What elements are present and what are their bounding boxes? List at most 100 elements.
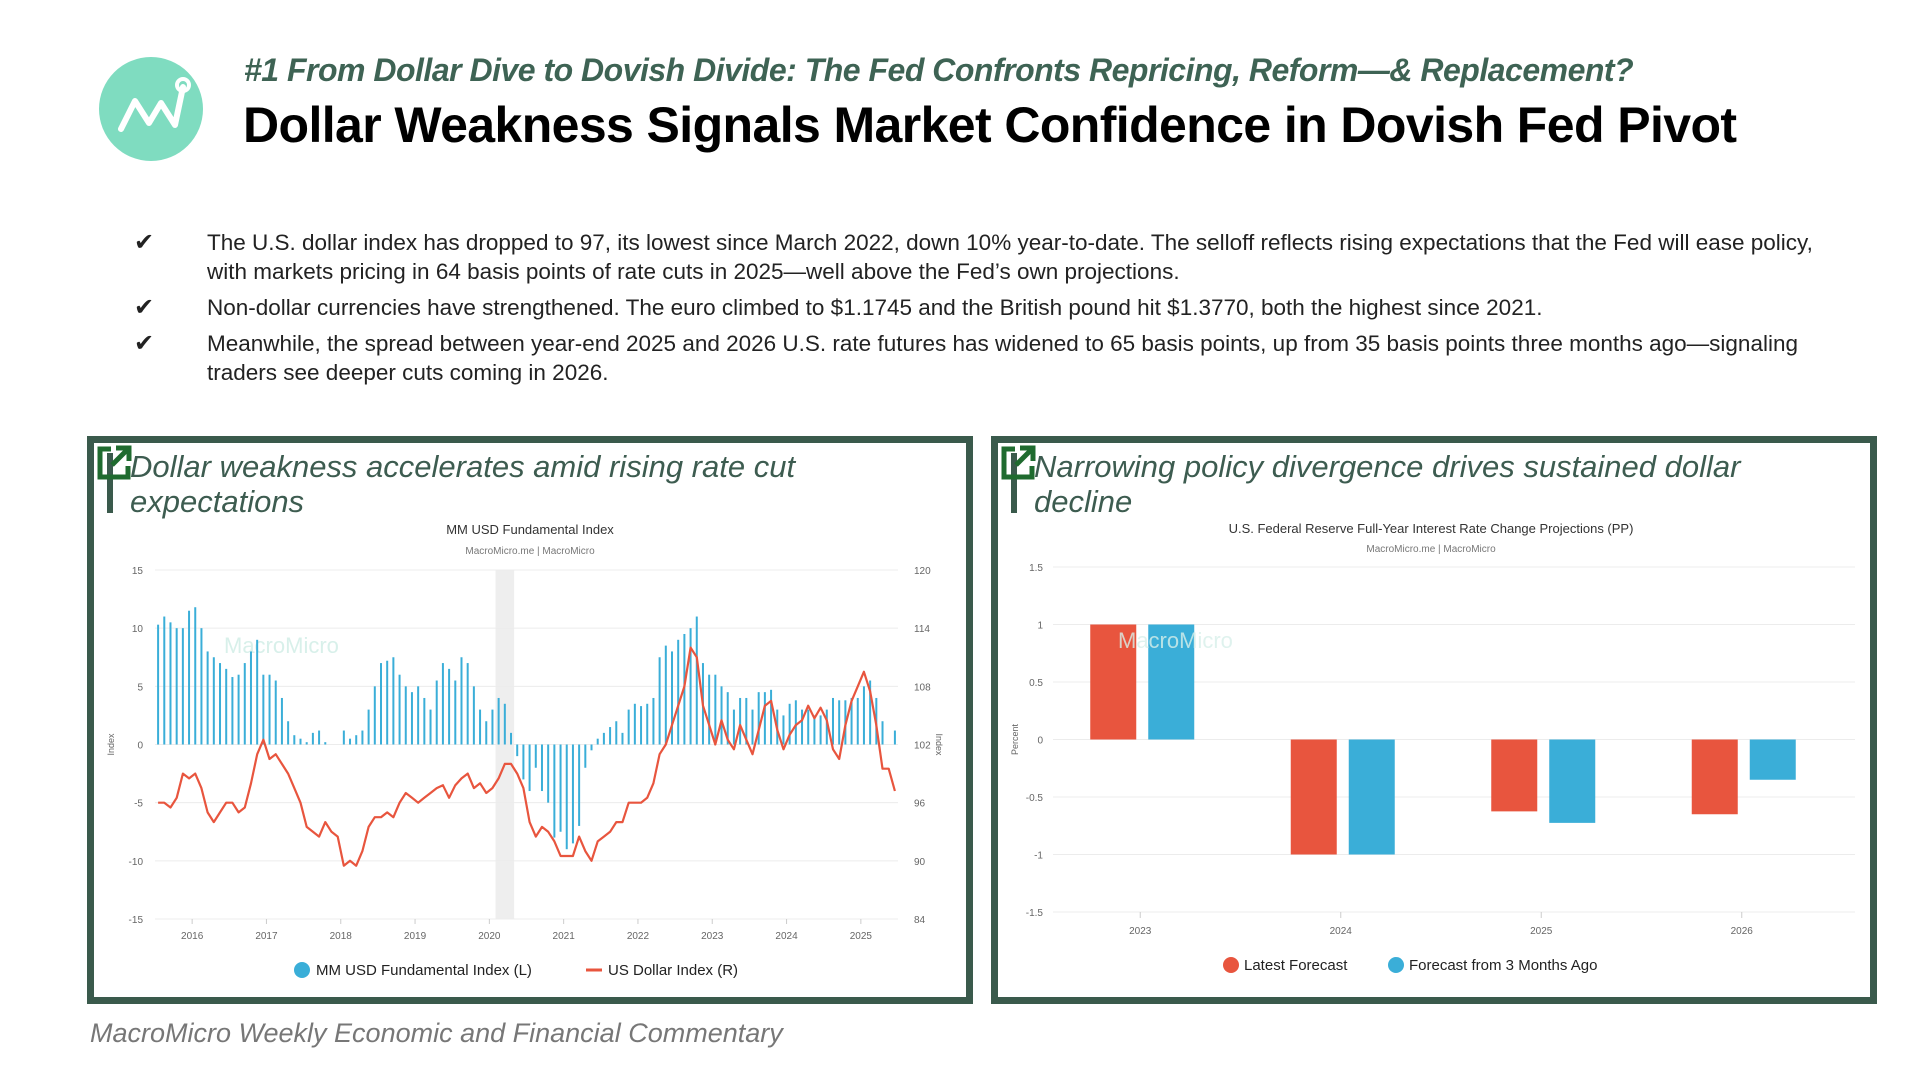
bar [788, 703, 791, 745]
title-accent-bar [107, 453, 113, 513]
x-tick-label: 2018 [330, 931, 353, 942]
bar [850, 697, 853, 745]
bar [571, 744, 574, 844]
y-tick-left: -10 [129, 857, 144, 868]
bar [157, 624, 160, 745]
bar [212, 657, 215, 745]
bar [448, 668, 451, 745]
bar [708, 674, 711, 745]
usd-fundamental-chart: MM USD Fundamental Index MacroMicro.me | … [106, 522, 944, 979]
bar [596, 738, 599, 745]
bar [801, 709, 804, 745]
bar [497, 697, 500, 745]
bar [838, 700, 841, 745]
bullet-item: ✔ Non-dollar currencies have strengthened… [134, 294, 1543, 321]
bar [652, 697, 655, 745]
bar [417, 686, 420, 745]
bullet-item: ✔ The U.S. dollar index has dropped to 97… [134, 229, 1813, 284]
bar [893, 730, 896, 745]
bar [472, 686, 475, 745]
report-subtitle: #1 From Dollar Dive to Dovish Divide: Th… [244, 52, 1634, 88]
panel-title: Dollar weakness accelerates amid rising … [130, 449, 796, 519]
y-tick-right: 114 [914, 624, 930, 635]
bar [280, 697, 283, 745]
bar [503, 703, 506, 745]
bar [219, 663, 222, 745]
bar [825, 709, 828, 745]
bar [479, 709, 482, 745]
external-link-icon[interactable] [998, 443, 1038, 483]
bar [274, 680, 277, 745]
bar [819, 715, 822, 745]
chart-panel-fed-projections: U.S. Federal Reserve Full-Year Interest … [991, 436, 1877, 1004]
x-tick-label: 2025 [850, 931, 873, 942]
bar [398, 674, 401, 745]
panel-title: Narrowing policy divergence drives susta… [1034, 449, 1741, 519]
bar [163, 616, 166, 745]
bar [751, 709, 754, 745]
bar [410, 692, 413, 745]
bar [435, 680, 438, 745]
bar [621, 732, 624, 745]
bar [181, 628, 184, 745]
bar [664, 645, 667, 745]
bar [379, 663, 382, 745]
x-tick-label: 2025 [1530, 926, 1553, 937]
bar [324, 742, 327, 745]
checkmark-icon: ✔ [134, 330, 155, 357]
bar [299, 738, 302, 745]
chart-title: U.S. Federal Reserve Full-Year Interest … [1229, 521, 1634, 536]
bar [249, 651, 252, 745]
bar [732, 709, 735, 745]
x-tick-label: 2024 [1330, 926, 1353, 937]
bullet-item: ✔ Meanwhile, the spread between year-end … [134, 330, 1798, 385]
bar [590, 744, 593, 751]
bar [268, 674, 271, 745]
bar [386, 660, 389, 745]
bar [671, 651, 674, 745]
bar [169, 622, 172, 745]
y-tick-right: 108 [914, 682, 931, 693]
y-tick-left: -5 [134, 799, 143, 810]
y-axis-label: Percent [1010, 723, 1020, 755]
bar [602, 732, 605, 745]
bar [485, 721, 488, 745]
y-tick-right: 90 [914, 857, 926, 868]
chart-source: MacroMicro.me | MacroMicro [1366, 544, 1496, 555]
x-tick-label: 2019 [404, 931, 427, 942]
bar [460, 657, 463, 745]
y-tick: 0.5 [1029, 678, 1043, 689]
legend-label: MM USD Fundamental Index (L) [316, 962, 532, 979]
footer-caption: MacroMicro Weekly Economic and Financial… [90, 1018, 783, 1048]
bar [355, 735, 358, 745]
bar [342, 730, 345, 745]
external-link-icon[interactable] [94, 443, 134, 483]
bar-2026-prior [1749, 739, 1796, 780]
bar [454, 680, 457, 745]
y-tick-right: 102 [914, 741, 931, 752]
bar [770, 689, 773, 745]
bar [528, 744, 531, 792]
bar [256, 639, 259, 745]
watermark: MacroMicro [224, 633, 339, 658]
legend-label: Forecast from 3 Months Ago [1409, 957, 1597, 974]
bar [856, 697, 859, 745]
bar [869, 680, 872, 745]
logo [99, 57, 203, 161]
bar [200, 628, 203, 745]
bar [441, 663, 444, 745]
bar [658, 657, 661, 745]
bar [287, 721, 290, 745]
chart-title: MM USD Fundamental Index [446, 522, 614, 537]
bar [373, 686, 376, 745]
bar [794, 700, 797, 745]
y-tick: 0 [1037, 736, 1043, 747]
bar [714, 674, 717, 745]
chart-panel-usd-index: MM USD Fundamental Index MacroMicro.me | … [87, 436, 973, 1004]
bar-2026-latest [1691, 739, 1738, 815]
bar [516, 744, 519, 757]
x-tick-label: 2021 [553, 931, 576, 942]
y-tick-left: 5 [137, 682, 143, 693]
watermark: MacroMicro [1118, 628, 1233, 653]
y-tick-left: 15 [132, 566, 144, 577]
